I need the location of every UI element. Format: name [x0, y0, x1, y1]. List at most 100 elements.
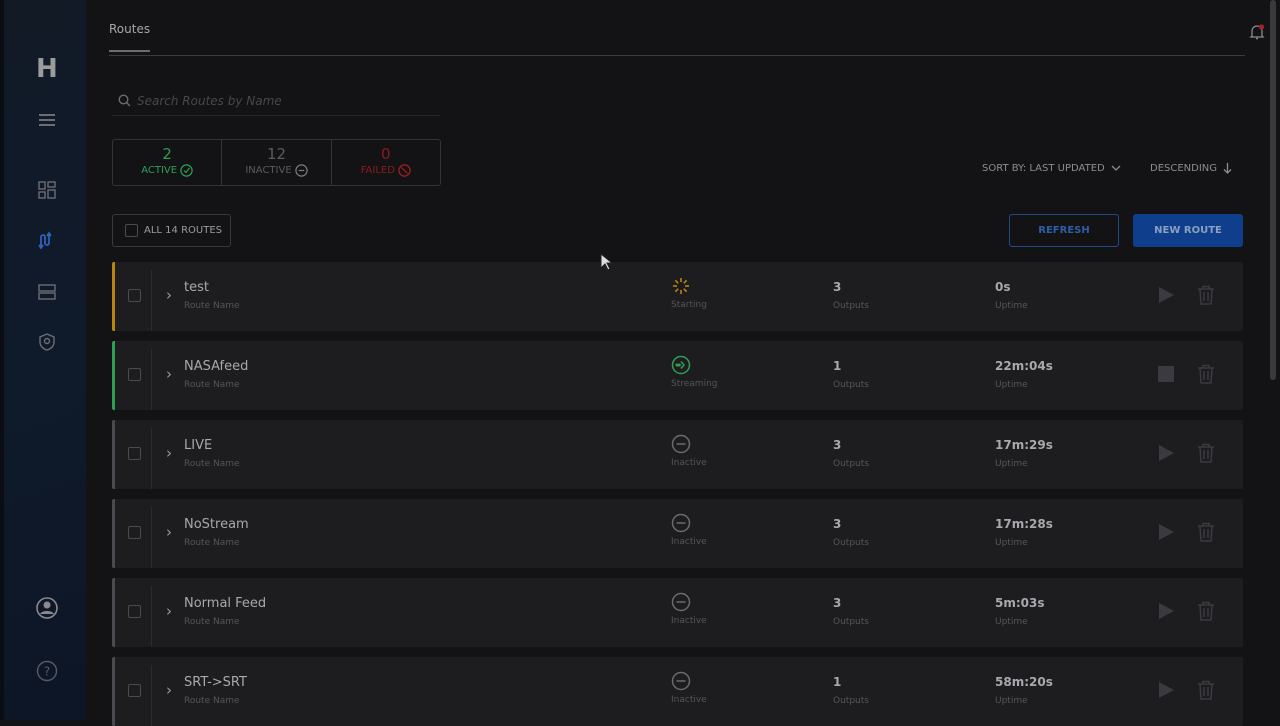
outputs-count: 1 [833, 675, 842, 689]
expand-chevron-icon[interactable]: › [166, 602, 172, 620]
route-checkbox[interactable] [128, 289, 141, 302]
route-checkbox[interactable] [128, 684, 141, 697]
play-button[interactable] [1157, 523, 1175, 545]
status-label: Streaming [671, 379, 718, 389]
delete-button[interactable] [1197, 522, 1215, 546]
delete-button[interactable] [1197, 601, 1215, 625]
sort-by-dropdown[interactable]: SORT BY: LAST UPDATED [982, 163, 1121, 174]
route-checkbox[interactable] [128, 447, 141, 460]
play-button[interactable] [1157, 286, 1175, 308]
play-button[interactable] [1157, 602, 1175, 624]
svg-text:?: ? [44, 665, 50, 679]
trash-icon [1198, 364, 1214, 384]
select-all-routes[interactable]: ALL 14 ROUTES [112, 214, 231, 247]
route-name[interactable]: SRT->SRT [184, 675, 247, 690]
routes-icon[interactable] [34, 227, 60, 253]
play-icon [1159, 287, 1174, 303]
status-label: Inactive [671, 458, 707, 468]
tab-bar: Routes [109, 0, 1265, 56]
stat-failed[interactable]: 0 FAILED [332, 140, 440, 185]
failed-count: 0 [381, 145, 391, 163]
outputs-label: Outputs [833, 617, 869, 627]
tab-routes[interactable]: Routes [109, 22, 151, 52]
divider [151, 586, 152, 647]
sort-order-label: DESCENDING [1150, 163, 1218, 174]
outputs-count: 3 [833, 596, 842, 610]
uptime-label: Uptime [995, 301, 1028, 311]
account-icon[interactable] [34, 595, 60, 621]
arrow-down-icon [1223, 163, 1232, 174]
ban-circle-icon [398, 164, 411, 177]
help-icon[interactable]: ? [34, 658, 60, 684]
uptime-value: 0s [995, 280, 1011, 294]
dashboard-icon[interactable] [34, 177, 60, 203]
route-row[interactable]: › NoStream Route Name Inactive 3 Outputs… [112, 499, 1243, 568]
route-name-label: Route Name [184, 617, 240, 627]
route-name[interactable]: LIVE [184, 438, 213, 453]
delete-button[interactable] [1197, 364, 1215, 388]
select-all-label: ALL 14 ROUTES [144, 225, 222, 236]
expand-chevron-icon[interactable]: › [166, 681, 172, 699]
active-label: ACTIVE [141, 165, 178, 176]
stat-inactive[interactable]: 12 INACTIVE [222, 140, 332, 185]
sort-order-toggle[interactable]: DESCENDING [1150, 163, 1232, 174]
uptime-value: 17m:28s [995, 517, 1053, 531]
route-name[interactable]: test [184, 280, 209, 295]
refresh-button[interactable]: REFRESH [1009, 214, 1119, 247]
play-icon [1159, 682, 1174, 698]
inactive-label: INACTIVE [245, 165, 292, 176]
check-circle-icon [180, 164, 193, 177]
uptime-label: Uptime [995, 380, 1028, 390]
trash-icon [1198, 443, 1214, 463]
outputs-count: 3 [833, 280, 842, 294]
uptime-value: 58m:20s [995, 675, 1053, 689]
scrollbar[interactable] [1270, 0, 1276, 380]
play-button[interactable] [1157, 444, 1175, 466]
divider [151, 428, 152, 489]
security-shield-icon[interactable] [34, 329, 60, 355]
expand-chevron-icon[interactable]: › [166, 365, 172, 383]
notification-bell-icon[interactable] [1249, 24, 1265, 44]
devices-icon[interactable] [34, 279, 60, 305]
uptime-value: 22m:04s [995, 359, 1053, 373]
route-row[interactable]: › test Route Name Starting 3 Outputs 0s … [112, 262, 1243, 331]
route-name[interactable]: Normal Feed [184, 596, 267, 611]
route-name[interactable]: NoStream [184, 517, 249, 532]
route-status: Streaming [671, 355, 731, 389]
stop-button[interactable] [1157, 365, 1175, 387]
route-row[interactable]: › Normal Feed Route Name Inactive 3 Outp… [112, 578, 1243, 647]
failed-label: FAILED [360, 165, 395, 176]
inactive-icon [671, 592, 691, 612]
search-icon [118, 94, 131, 107]
stat-active[interactable]: 2 ACTIVE [113, 140, 223, 185]
active-count: 2 [162, 145, 172, 163]
route-status-summary: 2 ACTIVE 12 INACTIVE 0 FAILED [112, 139, 441, 186]
status-label: Inactive [671, 537, 707, 547]
mouse-cursor [600, 252, 614, 275]
route-row[interactable]: › LIVE Route Name Inactive 3 Outputs 17m… [112, 420, 1243, 489]
status-label: Starting [671, 300, 707, 310]
search-input[interactable] [137, 93, 427, 108]
route-name[interactable]: NASAfeed [184, 359, 249, 374]
route-checkbox[interactable] [128, 368, 141, 381]
expand-chevron-icon[interactable]: › [166, 286, 172, 304]
delete-button[interactable] [1197, 443, 1215, 467]
route-checkbox[interactable] [128, 526, 141, 539]
play-button[interactable] [1157, 681, 1175, 703]
menu-icon[interactable] [34, 107, 60, 133]
uptime-value: 17m:29s [995, 438, 1053, 452]
route-row[interactable]: › SRT->SRT Route Name Inactive 1 Outputs… [112, 657, 1243, 726]
route-status: Inactive [671, 671, 731, 705]
delete-button[interactable] [1197, 285, 1215, 309]
search-field[interactable] [112, 86, 440, 116]
route-name-label: Route Name [184, 459, 240, 469]
expand-chevron-icon[interactable]: › [166, 523, 172, 541]
route-row[interactable]: › NASAfeed Route Name Streaming 1 Output… [112, 341, 1243, 410]
app-logo[interactable]: H [36, 54, 58, 84]
route-checkbox[interactable] [128, 605, 141, 618]
expand-chevron-icon[interactable]: › [166, 444, 172, 462]
delete-button[interactable] [1197, 680, 1215, 704]
new-route-button[interactable]: NEW ROUTE [1133, 214, 1243, 247]
select-all-checkbox[interactable] [125, 224, 138, 237]
route-name-label: Route Name [184, 380, 240, 390]
